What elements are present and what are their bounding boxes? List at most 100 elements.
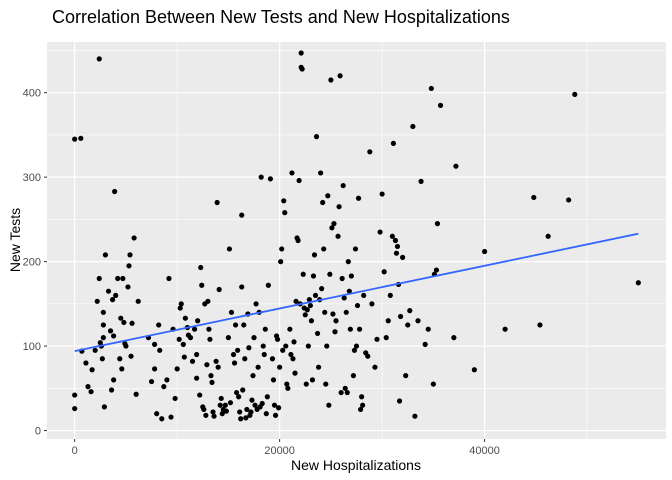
- data-point: [285, 385, 291, 391]
- data-point: [393, 250, 400, 256]
- y-axis-ticks: 0 100 200 300 400: [23, 88, 47, 438]
- data-point: [161, 384, 167, 390]
- data-point: [451, 335, 457, 341]
- data-point: [471, 367, 477, 373]
- data-point: [181, 354, 187, 360]
- data-point: [338, 389, 344, 396]
- data-point: [545, 233, 551, 239]
- data-point: [390, 140, 396, 146]
- data-point: [279, 246, 285, 252]
- data-point: [274, 336, 281, 342]
- data-point: [238, 416, 244, 422]
- data-point: [272, 412, 279, 418]
- data-point: [369, 301, 375, 307]
- data-point: [240, 387, 246, 393]
- data-point: [355, 195, 362, 201]
- data-point: [311, 252, 318, 258]
- data-point: [330, 311, 336, 317]
- data-point: [208, 373, 214, 379]
- data-point: [318, 170, 324, 176]
- data-point: [299, 66, 305, 72]
- data-point: [383, 335, 389, 341]
- data-point: [236, 394, 242, 400]
- data-point: [296, 177, 302, 184]
- data-point: [249, 397, 255, 403]
- data-point: [353, 343, 360, 349]
- data-point: [437, 102, 444, 108]
- data-point: [343, 309, 349, 315]
- data-point: [218, 395, 224, 402]
- data-point: [216, 286, 222, 293]
- data-point: [430, 381, 436, 387]
- data-point: [78, 135, 84, 141]
- data-point: [148, 378, 155, 385]
- data-point: [361, 292, 367, 299]
- data-point: [329, 225, 335, 231]
- data-point: [243, 415, 249, 421]
- data-point: [239, 212, 245, 218]
- data-point: [135, 298, 141, 304]
- data-point: [133, 391, 139, 397]
- data-point: [291, 339, 297, 345]
- data-point: [322, 309, 328, 315]
- data-point: [255, 364, 261, 370]
- data-point: [403, 373, 409, 379]
- data-point: [201, 406, 207, 413]
- data-point: [109, 297, 116, 303]
- data-point: [278, 259, 284, 265]
- y-tick-label: 400: [23, 88, 41, 100]
- data-point: [344, 389, 350, 396]
- data-point: [379, 191, 385, 197]
- data-point: [119, 366, 125, 372]
- data-point: [239, 284, 245, 290]
- data-point: [415, 318, 421, 324]
- data-point: [280, 347, 286, 353]
- y-tick-label: 300: [23, 172, 41, 184]
- data-point: [210, 409, 216, 415]
- data-point: [351, 347, 358, 353]
- data-point: [176, 336, 182, 342]
- data-point: [394, 243, 401, 250]
- data-point: [284, 381, 290, 387]
- data-point: [125, 284, 131, 290]
- data-point: [397, 313, 404, 320]
- data-point: [226, 246, 233, 252]
- data-point: [325, 193, 331, 199]
- data-point: [174, 366, 180, 372]
- data-point: [433, 267, 440, 273]
- data-point: [100, 322, 106, 328]
- y-axis-title: New Tests: [7, 208, 23, 272]
- data-point: [434, 221, 441, 227]
- data-point: [123, 343, 129, 349]
- data-point: [100, 309, 106, 315]
- data-point: [241, 322, 247, 328]
- data-point: [159, 416, 165, 422]
- data-point: [182, 315, 188, 321]
- data-point: [102, 252, 109, 258]
- plot-panel: [47, 42, 666, 439]
- data-point: [352, 246, 359, 252]
- data-point: [502, 326, 508, 332]
- data-point: [389, 233, 395, 239]
- data-point: [180, 341, 186, 347]
- data-point: [332, 329, 338, 335]
- data-point: [195, 318, 201, 324]
- data-point: [367, 149, 373, 155]
- data-point: [204, 362, 210, 368]
- data-point: [300, 271, 306, 277]
- data-point: [250, 373, 256, 379]
- data-point: [410, 123, 416, 130]
- data-point: [96, 275, 102, 282]
- data-point: [118, 315, 124, 321]
- data-point: [259, 400, 265, 407]
- x-axis-ticks: 0 20000 40000: [72, 439, 500, 457]
- data-point: [94, 298, 100, 304]
- data-point: [121, 319, 127, 326]
- chart-title: Correlation Between New Tests and New Ho…: [52, 7, 510, 27]
- data-point: [283, 343, 289, 349]
- y-tick-label: 200: [23, 257, 41, 269]
- data-point: [101, 404, 107, 410]
- data-point: [381, 269, 387, 275]
- data-point: [282, 210, 288, 216]
